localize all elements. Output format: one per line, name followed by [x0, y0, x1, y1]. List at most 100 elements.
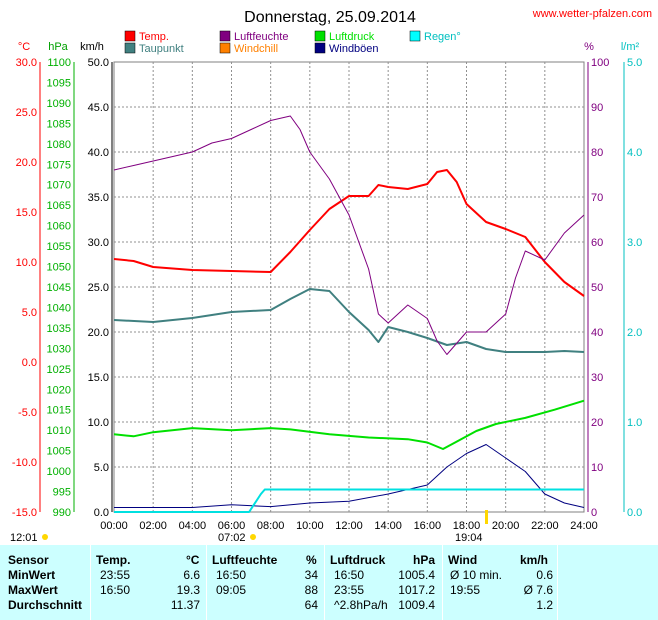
x-tick-label: 10:00 — [296, 520, 324, 532]
pressure-tick-label: 1045 — [47, 282, 71, 294]
table-divider — [206, 545, 207, 620]
rain-tick-label: 0.0 — [627, 507, 642, 519]
wind-tick-label: 45.0 — [88, 102, 109, 114]
x-tick-label: 08:00 — [257, 520, 285, 532]
pressure-tick-label: 990 — [53, 507, 71, 519]
stats-cell-h-time: 09:05 — [216, 583, 247, 597]
pressure-tick-label: 1100 — [47, 57, 71, 69]
table-divider — [324, 545, 325, 620]
humidity-tick-label: 30 — [591, 372, 603, 384]
wind-tick-label: 5.0 — [94, 462, 109, 474]
stats-header-row: Sensor Temp. °C Luftfeuchte % Luftdruck … — [0, 553, 658, 568]
legend-label: Regen° — [424, 31, 461, 43]
series-line-temp — [113, 169, 585, 297]
wind-tick-label: 15.0 — [88, 372, 109, 384]
x-tick-label: 24:00 — [570, 520, 598, 532]
legend-label: Windchill — [234, 43, 278, 55]
chart-title: Donnerstag, 25.09.2014 — [244, 9, 416, 26]
wind-tick-label: 40.0 — [88, 147, 109, 159]
rain-tick-label: 1.0 — [627, 417, 642, 429]
humidity-tick-label: 50 — [591, 282, 603, 294]
stats-cell-h-val: 34 — [304, 568, 318, 582]
temp-tick-label: -5.0 — [18, 407, 37, 419]
series-line-luftfeuchte — [113, 115, 585, 355]
rain-unit-label: l/m² — [621, 41, 640, 53]
wind-unit-label: km/h — [80, 41, 104, 53]
temp-tick-label: 20.0 — [16, 157, 37, 169]
stats-cell-w-time: Ø 10 min. — [450, 568, 503, 582]
humidity-tick-label: 90 — [591, 102, 603, 114]
wind-tick-label: 50.0 — [88, 57, 109, 69]
pressure-tick-label: 1060 — [47, 221, 71, 233]
pressure-tick-label: 1080 — [47, 139, 71, 151]
stats-row: Durchschnitt 11.37 64 ^2.8hPa/h 1009.4 1.2 — [0, 598, 658, 613]
stats-header-humidity-unit: % — [306, 553, 317, 567]
rain-tick-label: 4.0 — [627, 147, 642, 159]
stats-header-sensor: Sensor — [8, 553, 49, 567]
series-line-windböen — [114, 444, 585, 508]
pressure-tick-label: 1020 — [47, 384, 71, 396]
stats-header-pressure-unit: hPa — [413, 553, 436, 567]
stats-header-wind: Wind — [448, 553, 478, 567]
series — [113, 115, 585, 513]
humidity-tick-label: 60 — [591, 237, 603, 249]
stats-cell-p-time: ^2.8hPa/h — [334, 598, 388, 612]
sunrise-label: 07:02 — [218, 532, 246, 544]
temp-tick-label: 5.0 — [22, 307, 37, 319]
rain-tick-label: 2.0 — [627, 327, 642, 339]
humidity-tick-label: 10 — [591, 462, 603, 474]
legend-swatch — [314, 30, 326, 42]
stats-cell-t-time: 16:50 — [100, 583, 131, 597]
pressure-unit-label: hPa — [48, 41, 68, 53]
x-tick-label: 00:00 — [100, 520, 128, 532]
stats-cell-label: MinWert — [8, 568, 56, 582]
wind-tick-label: 10.0 — [88, 417, 109, 429]
pressure-tick-label: 1030 — [47, 343, 71, 355]
axes: 30.0 25.0 20.0 15.0 10.0 5.0 0.0 -5.0 -10.0 -15.0… — [12, 57, 642, 532]
pressure-tick-label: 1015 — [47, 405, 71, 417]
sunset-marker-icon — [485, 510, 488, 524]
stats-cell-w-val: 0.6 — [536, 568, 553, 582]
x-tick-label: 16:00 — [414, 520, 442, 532]
stats-row: MinWert 23:55 6.6 16:50 34 16:50 1005.4 Ø 10 mi… — [0, 568, 658, 583]
pressure-tick-label: 1035 — [47, 323, 71, 335]
sun-icon — [42, 534, 48, 540]
stats-cell-p-time: 23:55 — [334, 583, 365, 597]
sunrise-left-label: 12:01 — [10, 532, 38, 544]
wind-tick-label: 25.0 — [88, 282, 109, 294]
weather-chart: Donnerstag, 25.09.2014 www.wetter-pfalze… — [10, 8, 652, 544]
legend-swatch — [314, 42, 326, 54]
legend-label: Luftdruck — [329, 31, 375, 43]
table-divider — [557, 545, 558, 620]
rain-tick-label: 5.0 — [627, 57, 642, 69]
series-line-taupunkt — [113, 288, 585, 353]
temp-tick-label: 30.0 — [16, 57, 37, 69]
x-tick-label: 18:00 — [453, 520, 481, 532]
x-tick-label: 14:00 — [374, 520, 402, 532]
stats-cell-p-val: 1009.4 — [398, 598, 435, 612]
table-divider — [90, 545, 91, 620]
stats-cell-h-val: 64 — [304, 598, 318, 612]
pressure-tick-label: 1050 — [47, 262, 71, 274]
temp-unit-label: °C — [18, 41, 30, 53]
x-tick-label: 20:00 — [492, 520, 520, 532]
wind-tick-label: 0.0 — [94, 507, 109, 519]
stats-cell-t-val: 6.6 — [183, 568, 200, 582]
stats-cell-t-val: 11.37 — [170, 598, 200, 612]
pressure-tick-label: 1010 — [47, 425, 71, 437]
stats-row: MaxWert 16:50 19.3 09:05 88 23:55 1017.2 19:55 Ø… — [0, 583, 658, 598]
website-link[interactable]: www.wetter-pfalzen.com — [532, 8, 652, 20]
pressure-tick-label: 1040 — [47, 302, 71, 314]
wind-tick-label: 20.0 — [88, 327, 109, 339]
temp-tick-label: -10.0 — [12, 457, 37, 469]
x-tick-label: 22:00 — [531, 520, 559, 532]
statistics-table: Sensor Temp. °C Luftfeuchte % Luftdruck … — [0, 545, 658, 620]
pressure-tick-label: 1025 — [47, 364, 71, 376]
humidity-tick-label: 40 — [591, 327, 603, 339]
stats-cell-label: Durchschnitt — [8, 598, 83, 612]
stats-cell-p-val: 1005.4 — [398, 568, 435, 582]
humidity-tick-label: 20 — [591, 417, 603, 429]
stats-cell-p-val: 1017.2 — [398, 583, 435, 597]
temp-tick-label: 25.0 — [16, 107, 37, 119]
